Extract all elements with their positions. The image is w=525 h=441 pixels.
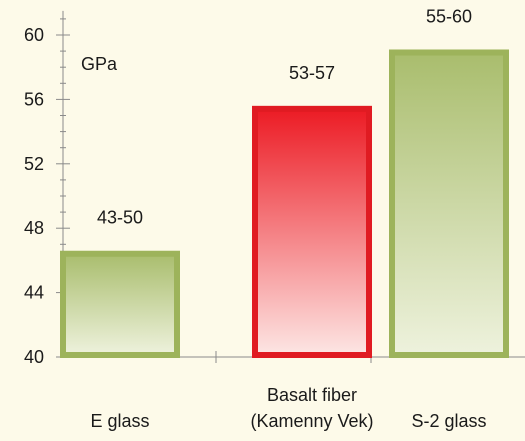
bars: [60, 49, 509, 359]
x-category-label: Basalt fiber: [267, 385, 357, 405]
y-axis-unit-label: GPa: [81, 54, 118, 74]
y-tick-label: 56: [24, 89, 44, 109]
bar-value-label: 43-50: [97, 208, 143, 228]
y-tick-label: 44: [24, 283, 44, 303]
x-category-label: S-2 glass: [411, 411, 486, 431]
bar: [60, 250, 180, 359]
bar-value-label: 53-57: [289, 63, 335, 83]
y-tick-label: 60: [24, 25, 44, 45]
x-category-label: E glass: [90, 411, 149, 431]
bar: [389, 49, 509, 359]
x-category-label: (Kamenny Vek): [250, 411, 373, 431]
y-tick-label: 48: [24, 218, 44, 238]
labels: 40 44 48 52 56 60 43-50 53-57 55-60 E glass Basalt…: [24, 6, 487, 431]
bar-value-label: 55-60: [426, 6, 472, 26]
y-tick-label: 40: [24, 347, 44, 367]
bar: [252, 105, 372, 358]
y-tick-label: 52: [24, 154, 44, 174]
